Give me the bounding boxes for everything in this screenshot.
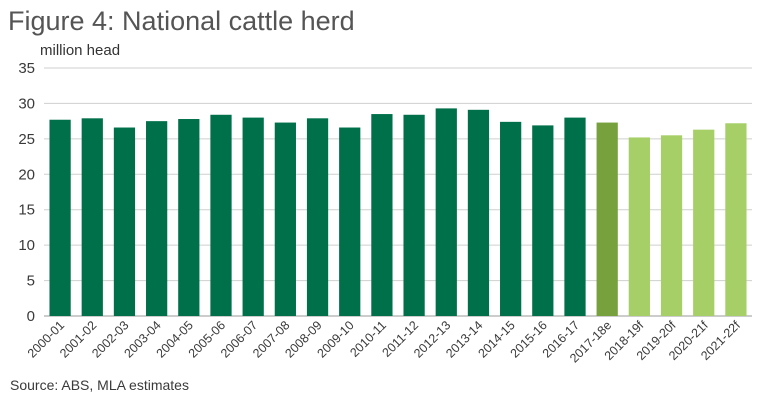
bar-2016-17 — [564, 117, 586, 316]
x-axis-ticks: 2000-012001-022002-032003-042004-052005-… — [25, 318, 744, 366]
chart-title: Figure 4: National cattle herd — [8, 6, 355, 36]
bar-2007-08 — [274, 122, 296, 316]
y-tick-label: 25 — [18, 131, 35, 148]
bar-2010-11 — [371, 114, 393, 316]
y-axis-ticks: 0 5 10 15 20 25 30 35 — [18, 60, 35, 325]
y-tick-label: 35 — [18, 60, 35, 77]
bar-2020-21f — [693, 129, 715, 316]
bar-2006-07 — [242, 117, 264, 316]
bar-2015-16 — [532, 125, 554, 316]
bar-2005-06 — [210, 114, 232, 317]
y-tick-label: 20 — [18, 166, 35, 183]
bar-2013-14 — [467, 109, 490, 316]
y-tick-label: 10 — [18, 237, 35, 254]
y-tick-label: 30 — [18, 95, 35, 112]
y-tick-label: 0 — [27, 308, 35, 325]
bar-2012-13 — [435, 108, 457, 316]
bar-2021-22f — [725, 123, 747, 317]
bar-2008-09 — [306, 118, 329, 316]
y-tick-label: 15 — [18, 202, 35, 219]
y-axis-label: million head — [40, 42, 121, 59]
bar-2019-20f — [660, 135, 683, 316]
bar-2003-04 — [146, 121, 168, 316]
bar-2011-12 — [403, 114, 425, 317]
bar-2017-18e — [596, 122, 618, 316]
bar-2002-03 — [113, 127, 136, 317]
bar-2000-01 — [49, 119, 71, 316]
bar-2018-19f — [628, 137, 650, 316]
bar-2001-02 — [81, 118, 103, 316]
bar-2004-05 — [178, 119, 200, 317]
bar-2009-10 — [339, 127, 361, 317]
y-tick-label: 5 — [27, 273, 35, 290]
bars — [49, 108, 747, 317]
source-note: Source: ABS, MLA estimates — [10, 377, 189, 393]
bar-2014-15 — [500, 121, 522, 316]
